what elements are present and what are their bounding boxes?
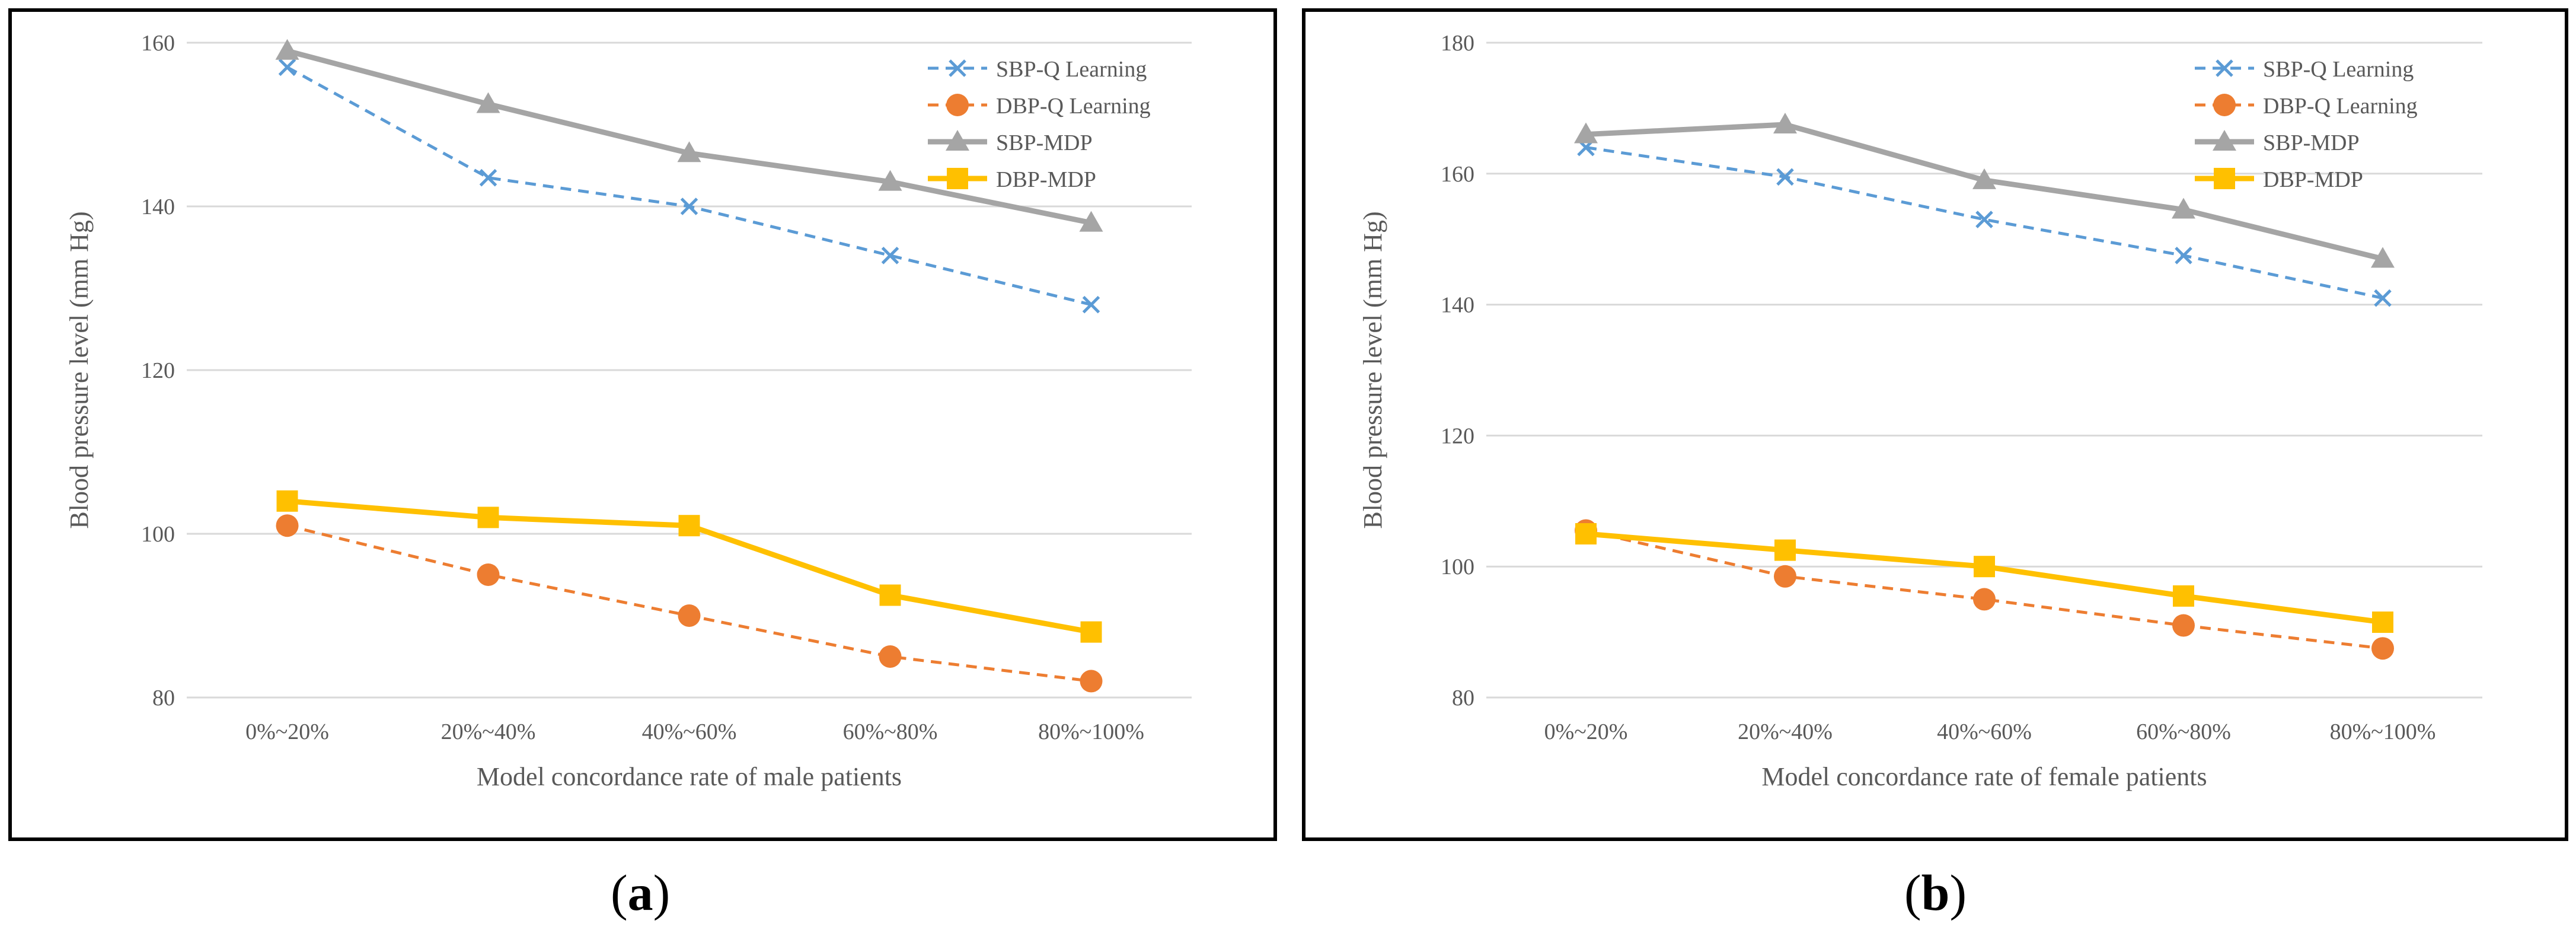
chart-a-point-dbp-mdp xyxy=(477,507,499,528)
chart-b-point-sbp-q-learning xyxy=(1975,211,1993,228)
chart-b-legend-marker-dbp-mdp xyxy=(2214,168,2235,189)
chart-b-legend-label-sbp-mdp: SBP-MDP xyxy=(2263,130,2360,155)
chart-b-point-dbp-mdp xyxy=(2372,611,2393,633)
chart-b-legend-label-dbp-q-learning: DBP-Q Learning xyxy=(2263,94,2418,119)
chart-b-xtick-label: 80%~100% xyxy=(2330,719,2436,744)
chart-b-ytick-label: 80 xyxy=(1452,686,1474,711)
panel-label-a: (a) xyxy=(611,864,671,921)
chart-a-point-sbp-mdp xyxy=(476,92,500,113)
chart-b-xtick-label: 20%~40% xyxy=(1738,719,1833,744)
chart-b-point-dbp-q-learning xyxy=(2172,614,2195,637)
chart-a-point-sbp-q-learning xyxy=(881,247,899,265)
chart-b-ytick-label: 120 xyxy=(1441,423,1474,448)
chart-a-legend-marker-dbp-q-learning xyxy=(946,94,969,116)
chart-a-point-dbp-q-learning xyxy=(276,514,299,537)
chart-a-point-dbp-mdp xyxy=(879,584,901,606)
chart-b-ytick-label: 180 xyxy=(1441,31,1474,56)
chart-a-point-dbp-q-learning xyxy=(477,563,500,586)
chart-a-point-dbp-q-learning xyxy=(678,604,701,627)
chart-a: 80 100 120 140 160 0%~20% 20%~40% 40%~60% 60%~80… xyxy=(65,31,1192,791)
chart-a-legend-label-dbp-mdp: DBP-MDP xyxy=(996,167,1096,192)
chart-a-point-sbp-mdp xyxy=(1079,211,1103,232)
chart-b-point-dbp-mdp xyxy=(2173,585,2194,607)
chart-a-point-dbp-q-learning xyxy=(879,645,902,668)
chart-b-xtick-label: 60%~80% xyxy=(2136,719,2231,744)
chart-a-ytick-label: 160 xyxy=(141,31,175,56)
chart-a-point-sbp-q-learning xyxy=(278,58,296,77)
chart-b-x-axis-title: Model concordance rate of female patient… xyxy=(1761,762,2207,791)
chart-b-ytick-label: 160 xyxy=(1441,162,1474,187)
chart-b-legend-marker-sbp-q-learning xyxy=(2216,59,2233,77)
chart-b-point-sbp-mdp xyxy=(2172,198,2195,219)
chart-a-x-axis-title: Model concordance rate of male patients xyxy=(477,762,902,791)
chart-a-ytick-label: 120 xyxy=(141,358,175,383)
chart-b-point-dbp-mdp xyxy=(1774,539,1796,561)
chart-b-legend-label-dbp-mdp: DBP-MDP xyxy=(2263,167,2363,192)
chart-b-line-sbp-q-learning xyxy=(1585,146,2383,300)
chart-a-xtick-label: 60%~80% xyxy=(843,719,938,744)
chart-b-point-sbp-mdp xyxy=(1574,122,1598,144)
chart-a-line-dbp-q-learning xyxy=(286,524,1091,683)
chart-b-point-dbp-mdp xyxy=(1575,523,1597,544)
chart-b-point-dbp-mdp xyxy=(1974,556,1995,578)
chart-b-ytick-label: 140 xyxy=(1441,293,1474,318)
chart-a-point-sbp-q-learning xyxy=(1082,295,1100,314)
chart-a-legend-label-dbp-q-learning: DBP-Q Learning xyxy=(996,94,1151,119)
chart-a-xtick-label: 80%~100% xyxy=(1038,719,1144,744)
chart-b-legend-label-sbp-q-learning: SBP-Q Learning xyxy=(2263,57,2414,82)
chart-b-point-sbp-q-learning xyxy=(1776,168,1794,186)
chart-panel-b: 80 100 120 140 160 180 0%~20% 20%~40% 40%~60% 60%… xyxy=(1302,8,2568,841)
panel-label-b-letter: b xyxy=(1921,864,1950,921)
chart-b-xtick-label: 0%~20% xyxy=(1544,719,1628,744)
chart-b-legend-marker-dbp-q-learning xyxy=(2213,94,2236,116)
chart-b-point-dbp-q-learning xyxy=(2371,637,2394,660)
chart-b-point-sbp-mdp xyxy=(2371,247,2395,268)
chart-a-line-sbp-q-learning xyxy=(286,66,1092,307)
chart-b-point-dbp-q-learning xyxy=(1774,565,1796,588)
chart-a-ytick-label: 140 xyxy=(141,195,175,219)
chart-b-y-axis-title: Blood pressure level (mm Hg) xyxy=(1358,211,1387,528)
chart-b-legend-marker-sbp-mdp xyxy=(2213,130,2236,151)
chart-a-point-sbp-q-learning xyxy=(479,168,497,187)
chart-a-point-dbp-q-learning xyxy=(1080,670,1103,693)
chart-b-point-sbp-mdp xyxy=(1972,168,1996,189)
chart-a-point-sbp-mdp xyxy=(677,141,701,163)
chart-a-xtick-label: 40%~60% xyxy=(642,719,737,744)
chart-b-ytick-label: 100 xyxy=(1441,555,1474,579)
chart-b: 80 100 120 140 160 180 0%~20% 20%~40% 40%~60% 60%… xyxy=(1358,31,2482,791)
panel-label-b: (b) xyxy=(1904,864,1967,921)
chart-a-xtick-label: 0%~20% xyxy=(245,719,329,744)
panel-label-a-letter: a xyxy=(627,864,653,921)
chart-a-point-dbp-mdp xyxy=(1080,621,1102,643)
chart-b-point-sbp-q-learning xyxy=(2175,247,2192,265)
chart-a-point-dbp-mdp xyxy=(276,490,298,512)
chart-a-line-sbp-mdp xyxy=(286,48,1092,226)
chart-b-point-sbp-q-learning xyxy=(2374,289,2392,307)
chart-a-xtick-label: 20%~40% xyxy=(441,719,536,744)
chart-a-legend-marker-dbp-mdp xyxy=(947,168,968,189)
chart-b-point-dbp-q-learning xyxy=(1973,588,1996,611)
chart-b-xtick-label: 40%~60% xyxy=(1937,719,2032,744)
chart-a-point-sbp-mdp xyxy=(275,39,299,60)
chart-a-ytick-label: 100 xyxy=(141,522,175,547)
chart-a-legend-marker-sbp-mdp xyxy=(946,130,969,151)
chart-b-point-sbp-mdp xyxy=(1773,113,1797,133)
chart-a-legend-marker-sbp-q-learning xyxy=(949,59,966,77)
chart-a-legend-label-sbp-mdp: SBP-MDP xyxy=(996,130,1093,155)
chart-a-ytick-label: 80 xyxy=(152,686,175,711)
chart-a-point-sbp-mdp xyxy=(878,170,902,191)
chart-panel-a: 80 100 120 140 160 0%~20% 20%~40% 40%~60% 60%~80… xyxy=(8,8,1277,841)
chart-a-point-sbp-q-learning xyxy=(680,198,698,215)
chart-a-y-axis-title: Blood pressure level (mm Hg) xyxy=(65,211,94,528)
chart-a-legend-label-sbp-q-learning: SBP-Q Learning xyxy=(996,57,1147,82)
chart-a-point-dbp-mdp xyxy=(678,515,700,537)
